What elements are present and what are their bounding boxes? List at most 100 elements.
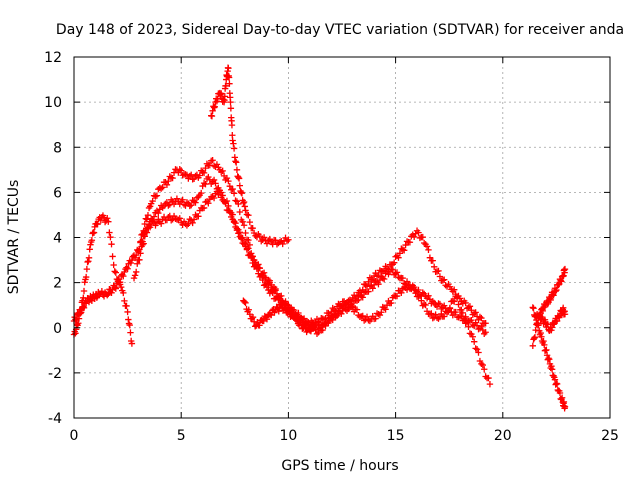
data-point-interp [77,310,84,317]
data-point [250,256,258,264]
series-track-b [70,212,136,347]
data-point-interp [218,168,225,176]
data-point-interp [326,312,334,319]
data-point-interp [175,216,182,223]
data-point-interp [245,236,252,244]
data-point [227,98,234,106]
data-point-interp [279,307,287,314]
data-point-interp [373,273,381,280]
data-point [250,229,258,237]
data-point-interp [481,366,488,373]
data-point [225,177,232,185]
data-point-interp [399,274,406,282]
x-tick-label: 10 [279,428,297,444]
data-point-interp [548,327,555,334]
data-point-interp [249,224,256,232]
data-point-interp [531,335,538,342]
data-point-interp [108,289,115,296]
data-point-interp [86,246,93,253]
data-point [259,270,266,277]
data-point [165,213,172,221]
data-point-interp [471,338,478,345]
data-point-interp [249,313,257,321]
data-point-interp [153,192,161,199]
data-point-interp [541,341,548,349]
data-point-interp [109,253,116,260]
data-point-interp [140,232,147,240]
data-point-interp [210,176,218,184]
data-point-interp [332,308,339,315]
data-point-interp [322,314,329,322]
data-point-interp [403,278,411,285]
data-point-interp [240,198,248,206]
data-point-interp [423,243,431,250]
data-point-interp [544,321,552,328]
data-point-interp [136,256,143,264]
data-point-interp [155,209,162,217]
data-point-interp [380,275,388,283]
data-point-interp [363,282,371,290]
data-point-interp [359,286,366,294]
data-point-interp [178,167,185,174]
data-point-interp [111,284,118,291]
data-point-interp [446,304,454,312]
data-point-interp [218,90,225,97]
data-point-interp [157,220,165,227]
data-point [190,216,198,223]
data-point-interp [348,298,355,306]
data-point [430,263,438,271]
data-point-interp [260,269,268,276]
x-tick-label: 5 [177,428,186,444]
data-point [469,333,476,340]
data-point [473,322,481,329]
data-point-interp [169,174,176,182]
data-point-interp [338,303,345,310]
data-point-interp [330,306,338,314]
data-point-interp [163,181,171,189]
data-point-interp [229,211,236,218]
data-point-interp [82,273,90,281]
data-point-interp [530,305,537,312]
data-point-interp [144,211,152,219]
data-point-interp [550,292,557,299]
data-point-interp [195,213,202,220]
data-point-interp [190,198,198,205]
data-point-interp [241,203,249,210]
data-point-interp [179,196,186,203]
data-point-interp [475,349,482,356]
data-point-interp [279,240,286,248]
data-point-interp [245,212,252,219]
data-point-interp [210,162,218,169]
data-point-interp [399,246,406,253]
data-point-interp [420,301,428,308]
data-point-interp [419,233,426,241]
data-point-interp [185,220,192,227]
data-point-interp [548,324,556,331]
data-point-interp [235,175,243,182]
data-point [478,360,485,368]
data-point-interp [410,233,418,241]
data-point-interp [173,195,181,202]
data-point-interp [293,315,301,322]
data-point [285,236,292,243]
data-point-interp [422,301,429,309]
x-tick-label: 0 [70,428,79,444]
data-point-interp [478,314,485,322]
y-tick-label: -2 [48,366,62,382]
data-point-interp [230,145,238,152]
data-point-interp [183,199,191,206]
data-point [105,218,112,225]
data-point-interp [77,307,85,314]
data-point-interp [398,289,405,297]
data-point-interp [350,291,358,299]
data-point [128,256,136,264]
data-point-interp [189,219,196,227]
data-point-interp [236,208,244,216]
data-point [128,340,136,347]
y-tick-label: 12 [44,50,62,66]
data-point-interp [260,234,268,241]
data-point-interp [307,327,315,335]
data-point [561,311,569,318]
data-point-interp [316,319,324,326]
data-point-interp [209,157,216,164]
